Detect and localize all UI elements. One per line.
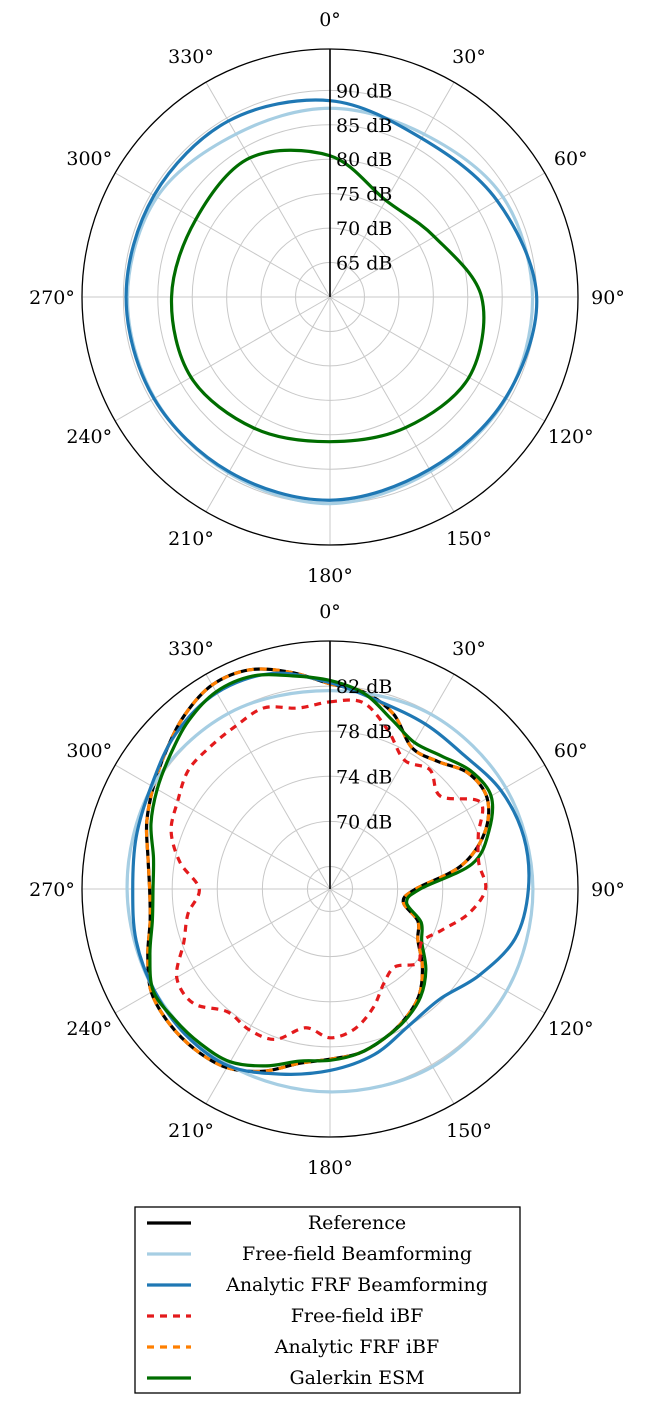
radial-tick-label: 70 dB: [336, 218, 392, 240]
angular-tick-label: 30°: [452, 638, 486, 660]
angular-tick-label: 0°: [319, 9, 341, 31]
angular-tick-label: 0°: [319, 601, 341, 623]
angular-tick-label: 60°: [554, 740, 588, 762]
legend-label: Analytic FRF iBF: [274, 1336, 439, 1358]
radial-tick-label: 85 dB: [336, 115, 392, 137]
angular-gridline: [329, 764, 546, 890]
angular-tick-label: 180°: [307, 565, 353, 587]
angular-gridline: [329, 296, 546, 422]
angular-tick-label: 240°: [66, 426, 112, 448]
angular-tick-label: 330°: [168, 46, 214, 68]
angular-tick-label: 330°: [168, 638, 214, 660]
angular-tick-label: 120°: [548, 426, 594, 448]
radial-tick-label: 65 dB: [336, 253, 392, 275]
legend-box: [134, 1206, 521, 1394]
legend-label: Reference: [308, 1212, 406, 1234]
legend-label: Free-field Beamforming: [242, 1243, 472, 1265]
radial-tick-label: 74 dB: [336, 766, 392, 788]
series-line-analytic_bf: [131, 671, 531, 1076]
angular-tick-label: 270°: [29, 287, 75, 309]
series-line-galerkin: [148, 673, 495, 1068]
series-line-analytic_bf: [124, 98, 539, 502]
angular-gridline: [114, 172, 331, 298]
angular-tick-label: 60°: [554, 148, 588, 170]
series-line-free_field_ibf: [169, 698, 488, 1042]
radial-tick-label: 70 dB: [336, 811, 392, 833]
polar-plot-top: 65 dB 70 dB 75 dB 80 dB 85 dB 90 dB 0° 30° 60° 90…: [29, 9, 625, 587]
angular-gridline: [205, 296, 331, 513]
angular-gridline: [114, 296, 331, 422]
angular-tick-label: 150°: [446, 528, 492, 550]
legend-label: Analytic FRF Beamforming: [225, 1274, 488, 1296]
radial-tick-label: 90 dB: [336, 80, 392, 102]
angular-gridline: [329, 172, 546, 298]
angular-tick-label: 210°: [168, 1120, 214, 1142]
angular-tick-label: 300°: [66, 740, 112, 762]
angular-gridline: [329, 888, 546, 1014]
legend-label: Free-field iBF: [291, 1305, 424, 1327]
angular-tick-label: 180°: [307, 1157, 353, 1179]
polar-plot-bottom: 70 dB 74 dB 78 dB 82 dB 0° 30° 60° 90° 120° 150° 1…: [29, 601, 625, 1179]
angular-gridline: [205, 673, 331, 890]
angular-tick-label: 150°: [446, 1120, 492, 1142]
angular-tick-label: 240°: [66, 1018, 112, 1040]
angular-tick-label: 300°: [66, 148, 112, 170]
radial-tick-label: 78 dB: [336, 721, 392, 743]
series-line-galerkin: [169, 148, 486, 444]
series-line-free_field_bf: [125, 106, 535, 506]
angular-tick-label: 90°: [591, 879, 625, 901]
angular-tick-label: 210°: [168, 528, 214, 550]
angular-tick-label: 30°: [452, 46, 486, 68]
angular-gridline: [329, 888, 455, 1105]
angular-tick-label: 120°: [548, 1018, 594, 1040]
angular-gridline: [205, 81, 331, 298]
radial-tick-label: 80 dB: [336, 149, 392, 171]
angular-gridline: [329, 673, 455, 890]
legend: Reference Free-field Beamforming Analytic …: [134, 1206, 521, 1394]
legend-label: Galerkin ESM: [289, 1367, 424, 1389]
angular-tick-label: 90°: [591, 287, 625, 309]
radial-tick-label: 82 dB: [336, 676, 392, 698]
angular-tick-label: 270°: [29, 879, 75, 901]
radial-tick-label: 75 dB: [336, 184, 392, 206]
angular-gridline: [329, 296, 455, 513]
angular-gridline: [329, 81, 455, 298]
